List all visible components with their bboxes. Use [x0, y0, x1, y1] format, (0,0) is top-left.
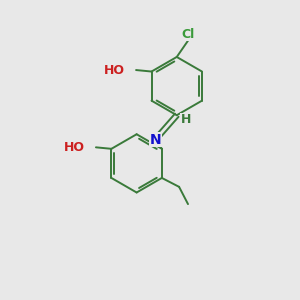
Text: HO: HO [64, 141, 85, 154]
Text: H: H [181, 113, 191, 126]
Text: N: N [149, 133, 161, 147]
Text: HO: HO [104, 64, 125, 76]
Text: Cl: Cl [182, 28, 195, 40]
